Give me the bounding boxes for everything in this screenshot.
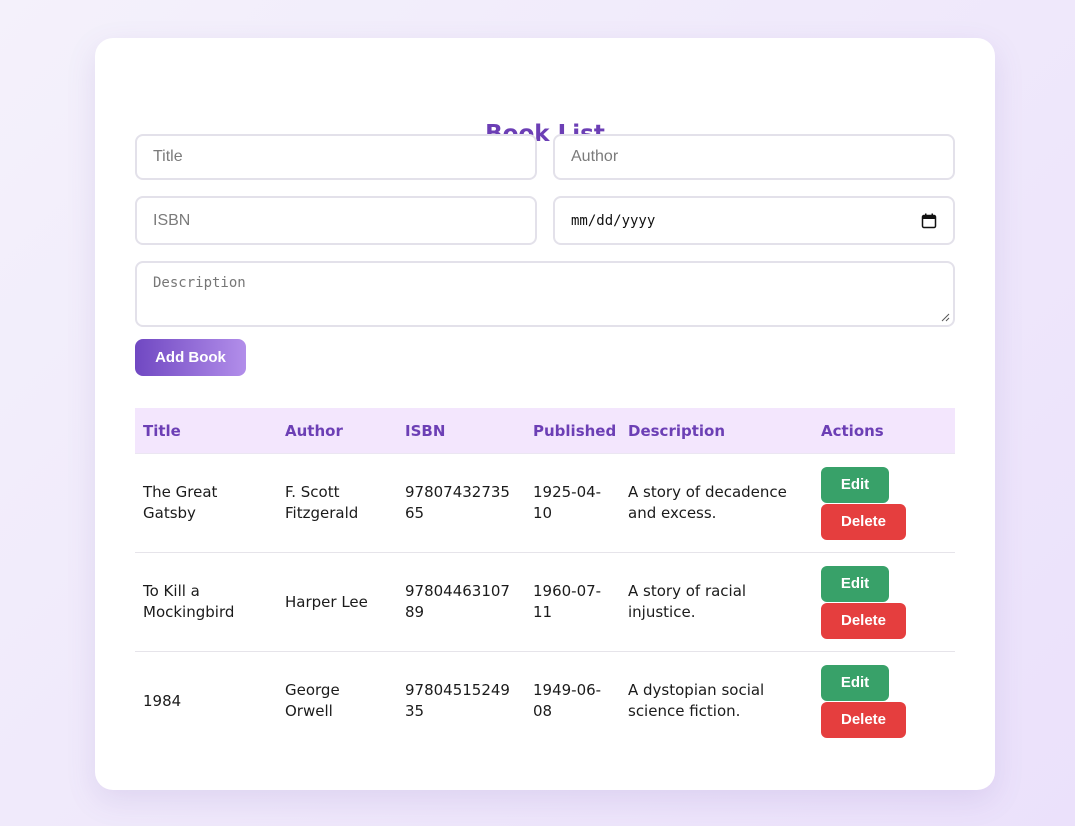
add-book-button[interactable]: Add Book bbox=[135, 339, 246, 376]
table-row: To Kill a Mockingbird Harper Lee 9780446… bbox=[135, 552, 955, 652]
column-header-author: Author bbox=[277, 408, 397, 454]
cell-description: A dystopian social science fiction. bbox=[628, 681, 765, 720]
book-table: Title Author ISBN Published Description … bbox=[135, 408, 955, 750]
table-header-row: Title Author ISBN Published Description … bbox=[135, 408, 955, 454]
edit-button[interactable]: Edit bbox=[821, 565, 889, 602]
cell-published: 1949-06-08 bbox=[533, 681, 602, 720]
cell-published: 1925-04-10 bbox=[525, 453, 620, 553]
book-list-card: Book List mm/dd/yyyy Description Add Boo… bbox=[95, 38, 995, 790]
edit-button[interactable]: Edit bbox=[821, 466, 889, 503]
cell-description: A story of decadence and excess. bbox=[620, 453, 813, 553]
column-header-actions: Actions bbox=[813, 408, 955, 454]
cell-title: The Great Gatsby bbox=[135, 453, 277, 553]
cell-actions: Edit Delete bbox=[813, 453, 955, 553]
edit-button[interactable]: Edit bbox=[821, 664, 889, 701]
cell-isbn: 9780451524935 bbox=[405, 681, 510, 720]
cell-author: Harper Lee bbox=[277, 552, 397, 652]
delete-button[interactable]: Delete bbox=[821, 701, 906, 738]
cell-title: 1984 bbox=[143, 691, 182, 710]
resize-handle-icon[interactable] bbox=[941, 313, 950, 322]
cell-actions: Edit Delete bbox=[813, 652, 955, 751]
title-input[interactable] bbox=[135, 134, 537, 180]
column-header-description: Description bbox=[620, 408, 813, 454]
cell-description: A story of racial injustice. bbox=[620, 552, 813, 652]
delete-button[interactable]: Delete bbox=[821, 503, 906, 540]
column-header-title: Title bbox=[135, 408, 277, 454]
description-textarea[interactable]: Description bbox=[135, 261, 955, 327]
table-row: 1984 George Orwell 9780451524935 1949-06… bbox=[135, 652, 955, 751]
cell-isbn: 9780446310789 bbox=[397, 552, 525, 652]
delete-button[interactable]: Delete bbox=[821, 602, 906, 639]
cell-isbn: 9780743273565 bbox=[397, 453, 525, 553]
cell-author: F. Scott Fitzgerald bbox=[277, 453, 397, 553]
author-input[interactable] bbox=[553, 134, 955, 180]
cell-title: To Kill a Mockingbird bbox=[135, 552, 277, 652]
column-header-isbn: ISBN bbox=[397, 408, 525, 454]
description-placeholder: Description bbox=[153, 275, 246, 291]
cell-author: George Orwell bbox=[285, 681, 340, 720]
isbn-input[interactable] bbox=[135, 196, 537, 245]
cell-actions: Edit Delete bbox=[813, 552, 955, 652]
published-date-input[interactable]: mm/dd/yyyy bbox=[553, 196, 955, 245]
column-header-published: Published bbox=[525, 408, 620, 454]
date-placeholder: mm/dd/yyyy bbox=[571, 212, 656, 229]
cell-published: 1960-07-11 bbox=[525, 552, 620, 652]
table-row: The Great Gatsby F. Scott Fitzgerald 978… bbox=[135, 453, 955, 553]
calendar-icon[interactable] bbox=[921, 213, 937, 229]
